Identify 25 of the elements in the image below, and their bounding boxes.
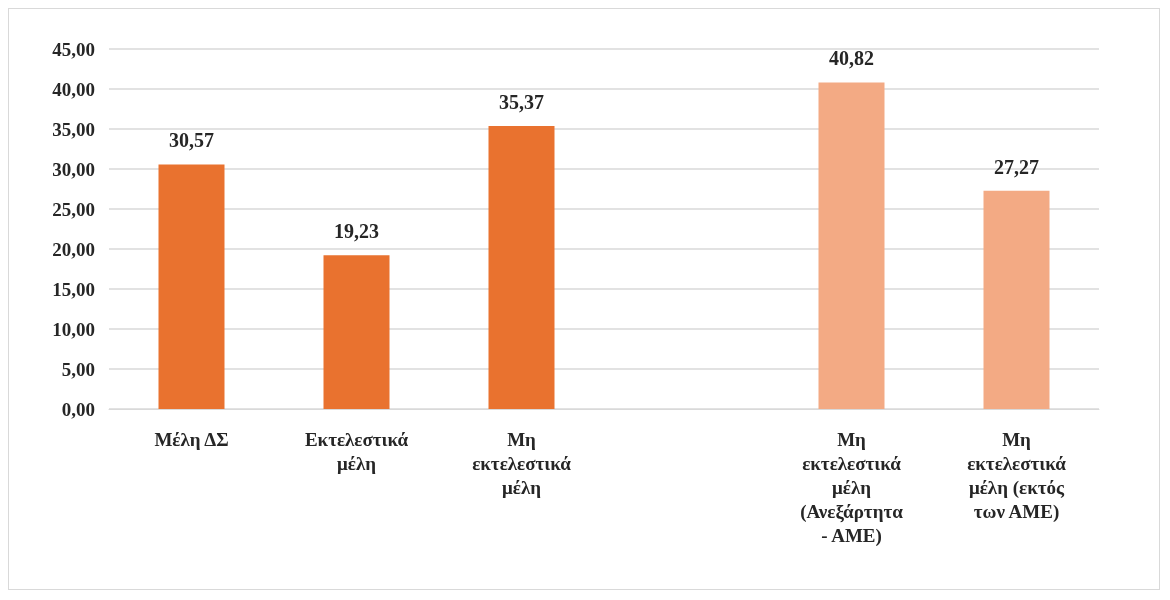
data-label: 27,27 <box>994 155 1039 178</box>
bar <box>818 82 885 409</box>
y-tick-label: 30,00 <box>52 158 95 180</box>
bar <box>158 164 225 409</box>
y-tick-label: 35,00 <box>52 118 95 140</box>
data-label: 40,82 <box>829 47 874 70</box>
x-tick-label: Μη εκτελεστικά μέλη (εκτός των ΑΜΕ) <box>967 428 1067 523</box>
y-tick-label: 10,00 <box>52 318 95 340</box>
data-label: 19,23 <box>334 220 379 243</box>
bar <box>983 190 1050 409</box>
x-tick-label: Μη εκτελεστικά μέλη <box>472 428 572 498</box>
bar <box>488 126 555 409</box>
y-tick-label: 25,00 <box>52 198 95 220</box>
y-tick-label: 0,00 <box>61 398 95 420</box>
x-tick-label: Μη εκτελεστικά μέλη (Ανεξάρτητα - ΑΜΕ) <box>800 428 904 547</box>
x-tick-label: Εκτελεστικά μέλη <box>304 428 409 474</box>
y-tick-label: 5,00 <box>61 358 95 380</box>
data-label: 35,37 <box>499 91 544 114</box>
x-tick-label: Μέλη ΔΣ <box>154 428 229 450</box>
y-tick-label: 15,00 <box>52 278 95 300</box>
y-tick-label: 45,00 <box>52 38 95 60</box>
y-tick-label: 20,00 <box>52 238 95 260</box>
data-label: 30,57 <box>169 129 214 152</box>
bar <box>323 255 390 409</box>
y-tick-label: 40,00 <box>52 78 95 100</box>
